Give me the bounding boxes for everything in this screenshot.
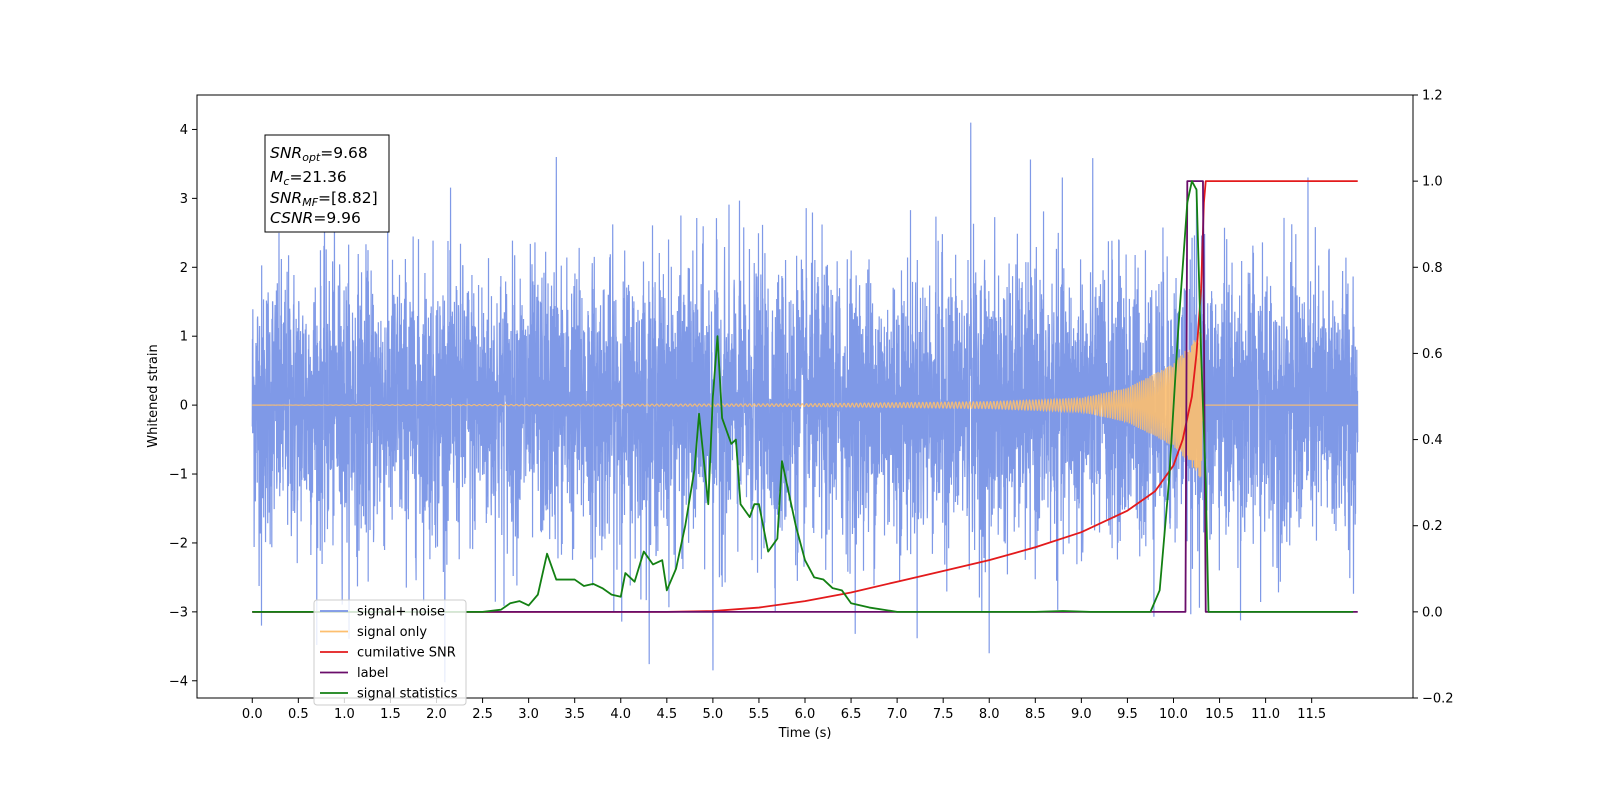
x-tick-label: 7.5 — [933, 707, 954, 722]
x-tick-label: 0.5 — [288, 707, 309, 722]
x-tick-label: 3.0 — [518, 707, 539, 722]
x-tick-label: 2.0 — [426, 707, 447, 722]
x-axis-title: Time (s) — [778, 726, 832, 741]
y-tick-label: −4 — [169, 674, 188, 689]
legend-label: signal only — [357, 625, 427, 640]
snr-opt-base: SNR — [270, 144, 302, 162]
x-tick-label: 1.0 — [334, 707, 355, 722]
mc-value: =21.36 — [289, 168, 346, 186]
y-tick-label: 4 — [180, 123, 188, 138]
mc-sub: c — [283, 175, 289, 188]
x-tick-label: 7.0 — [887, 707, 908, 722]
x-tick-label: 10.0 — [1159, 707, 1188, 722]
y-tick-label: −1 — [169, 468, 188, 483]
x-tick-label: 11.5 — [1297, 707, 1326, 722]
y2-tick-label: −0.2 — [1422, 692, 1454, 707]
svg-text:SNRopt=9.68: SNRopt=9.68 — [270, 144, 368, 164]
svg-text:Mc=21.36: Mc=21.36 — [270, 168, 347, 188]
mc-base: M — [270, 168, 283, 186]
y2-tick-label: 0.2 — [1422, 519, 1443, 534]
y-tick-label: 1 — [180, 330, 188, 345]
legend-label: signal+ noise — [357, 605, 445, 620]
snr-mf-sub: MF — [302, 196, 318, 209]
x-tick-label: 9.0 — [1071, 707, 1092, 722]
y-tick-label: −2 — [169, 536, 188, 551]
legend: signal+ noise signal only cumilative SNR la… — [313, 599, 467, 706]
svg-text:CSNR=9.96: CSNR=9.96 — [270, 209, 361, 227]
x-tick-label: 1.5 — [380, 707, 401, 722]
x-tick-label: 11.0 — [1251, 707, 1280, 722]
y-tick-label: −3 — [169, 605, 188, 620]
x-tick-label: 5.0 — [703, 707, 724, 722]
legend-label: signal statistics — [357, 687, 458, 702]
snr-opt-value: =9.68 — [320, 144, 368, 162]
y2-tick-label: 1.0 — [1422, 175, 1443, 190]
snr-mf-value: =[8.82] — [318, 189, 378, 207]
snr-opt-sub: opt — [302, 151, 321, 164]
y-tick-label: 2 — [180, 261, 188, 276]
svg-text:SNRMF=[8.82]: SNRMF=[8.82] — [270, 189, 378, 209]
x-tick-label: 8.5 — [1025, 707, 1046, 722]
x-tick-label: 6.0 — [795, 707, 816, 722]
x-tick-label: 9.5 — [1117, 707, 1138, 722]
x-tick-label: 8.0 — [979, 707, 1000, 722]
x-tick-label: 3.5 — [564, 707, 585, 722]
x-tick-label: 10.5 — [1205, 707, 1234, 722]
series-line-signal-statistics — [252, 180, 1354, 613]
csnr-value: =9.96 — [313, 209, 361, 227]
snr-mf-base: SNR — [270, 189, 302, 207]
y2-tick-label: 1.2 — [1422, 89, 1443, 104]
series-line-signal-only — [252, 331, 1358, 478]
y-tick-label: 0 — [180, 399, 188, 414]
x-tick-label: 6.5 — [841, 707, 862, 722]
x-tick-label: 0.0 — [242, 707, 263, 722]
x-tick-label: 4.0 — [610, 707, 631, 722]
x-tick-label: 5.5 — [749, 707, 770, 722]
x-tick-label: 4.5 — [656, 707, 677, 722]
legend-label: label — [357, 666, 388, 681]
y-axis-title: Whitened strain — [146, 344, 161, 447]
y2-tick-label: 0.4 — [1422, 433, 1443, 448]
y-tick-label: 3 — [180, 192, 188, 207]
y2-tick-label: 0.0 — [1422, 605, 1443, 620]
csnr-base: CSNR — [270, 209, 313, 227]
series-signal-only — [252, 331, 1358, 478]
annotation-box: SNRopt=9.68 Mc=21.36 SNRMF=[8.82] CSNR=9… — [264, 134, 390, 233]
y2-tick-label: 0.8 — [1422, 261, 1443, 276]
y2-tick-label: 0.6 — [1422, 347, 1443, 362]
x-tick-label: 2.5 — [472, 707, 493, 722]
legend-label: cumilative SNR — [357, 646, 456, 661]
